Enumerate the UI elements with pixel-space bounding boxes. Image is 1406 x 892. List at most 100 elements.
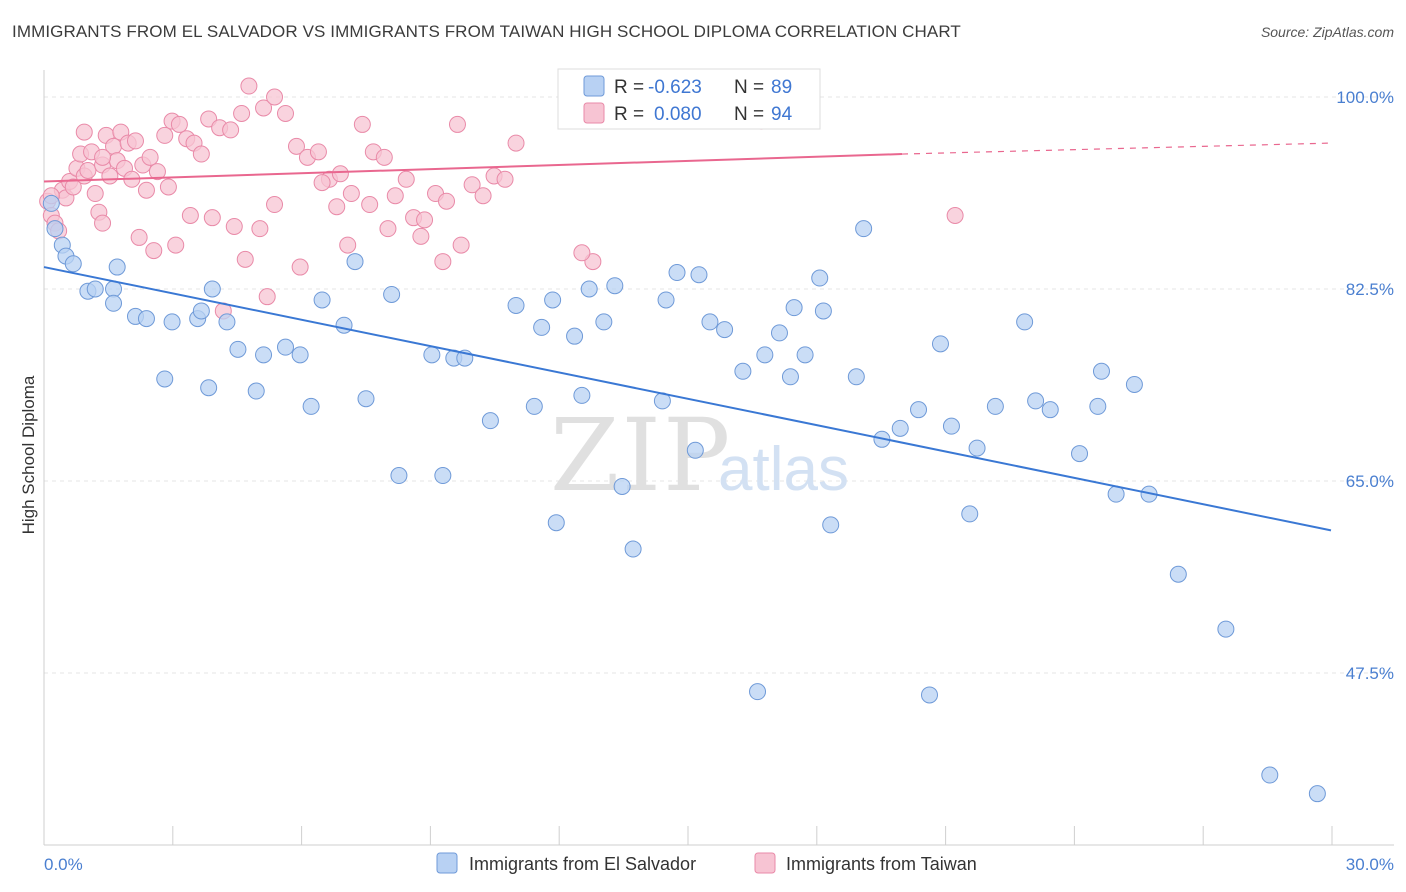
el-salvador-point-85 [1308, 785, 1326, 803]
x-tick-label-max: 30.0% [1346, 855, 1394, 874]
el-salvador-point-37 [690, 266, 708, 284]
taiwan-point-17 [101, 167, 119, 185]
bottom-legend-label-el-salvador: Immigrants from El Salvador [469, 854, 696, 874]
el-salvador-point-72 [525, 397, 543, 415]
taiwan-point-36 [222, 121, 240, 139]
taiwan-point-54 [416, 211, 434, 229]
el-salvador-point-39 [716, 321, 734, 339]
el-salvador-point-17 [229, 340, 247, 358]
y-tick-label-3: 100.0% [1336, 88, 1394, 107]
el-salvador-point-80 [855, 220, 873, 238]
el-salvador-point-69 [390, 467, 408, 485]
taiwan-point-42 [287, 137, 305, 155]
el-salvador-point-47 [847, 368, 865, 386]
el-salvador-point-83 [961, 505, 979, 523]
el-salvador-point-60 [1092, 362, 1110, 380]
el-salvador-point-82 [1217, 620, 1235, 638]
taiwan-point-89 [573, 244, 591, 262]
x-tick-label-min: 0.0% [44, 855, 83, 874]
el-salvador-point-70 [434, 467, 452, 485]
el-salvador-point-40 [734, 362, 752, 380]
el-salvador-point-46 [814, 302, 832, 320]
taiwan-trend-line [43, 153, 903, 183]
legend-swatch-pink [583, 102, 605, 124]
el-salvador-point-25 [423, 346, 441, 364]
el-salvador-point-58 [1071, 445, 1089, 463]
el-salvador-point-19 [277, 338, 294, 356]
el-salvador-point-57 [1041, 401, 1059, 419]
legend-n-label-2: N = [734, 104, 764, 125]
taiwan-point-78 [412, 227, 430, 245]
el-salvador-point-31 [566, 327, 584, 345]
el-salvador-point-79 [781, 368, 799, 386]
taiwan-point-48 [353, 115, 371, 133]
taiwan-point-84 [159, 178, 177, 196]
taiwan-point-39 [255, 99, 273, 117]
taiwan-point-92 [946, 206, 964, 224]
el-salvador-point-45 [811, 269, 829, 287]
taiwan-point-56 [438, 192, 455, 210]
y-tick-label-0: 47.5% [1346, 664, 1394, 683]
taiwan-point-76 [361, 196, 379, 214]
taiwan-point-65 [145, 242, 163, 260]
taiwan-point-38 [240, 77, 258, 95]
taiwan-point-11 [79, 162, 97, 180]
taiwan-point-47 [342, 185, 360, 203]
el-salvador-point-0 [42, 194, 60, 212]
el-salvador-point-56 [1027, 392, 1045, 410]
el-salvador-point-74 [573, 386, 591, 404]
taiwan-point-72 [291, 258, 309, 276]
taiwan-trend-line-extension [901, 142, 1332, 155]
el-salvador-point-50 [910, 401, 928, 419]
taiwan-point-80 [452, 236, 470, 254]
el-salvador-point-86 [822, 516, 840, 534]
watermark-zip: ZIP [550, 397, 732, 514]
el-salvador-point-43 [785, 299, 803, 317]
el-salvador-point-81 [1169, 565, 1187, 583]
taiwan-point-13 [86, 185, 104, 203]
el-salvador-point-6 [86, 280, 104, 298]
el-salvador-point-53 [968, 439, 986, 457]
legend-r-label-1: R = [614, 77, 644, 98]
el-salvador-point-22 [335, 316, 353, 334]
el-salvador-point-49 [891, 419, 909, 437]
taiwan-point-41 [277, 104, 294, 122]
legend-n-value-1: 89 [771, 77, 792, 98]
el-salvador-point-35 [657, 291, 675, 309]
taiwan-point-66 [167, 236, 185, 254]
taiwan-point-68 [203, 209, 221, 227]
taiwan-point-73 [313, 174, 331, 192]
el-salvador-point-11 [137, 310, 155, 328]
series-legend: Immigrants from El Salvador Immigrants f… [436, 852, 977, 874]
el-salvador-point-71 [481, 412, 499, 430]
x-axis-ticks [43, 826, 1333, 845]
bottom-legend-label-taiwan: Immigrants from Taiwan [786, 854, 977, 874]
y-axis-tick-labels: 47.5% 65.0% 82.5% 100.0% [1336, 88, 1394, 683]
taiwan-point-44 [309, 143, 327, 161]
taiwan-point-70 [251, 220, 269, 238]
taiwan-point-62 [507, 134, 525, 152]
el-salvador-point-8 [108, 258, 126, 276]
el-salvador-point-42 [770, 324, 788, 342]
taiwan-point-67 [181, 206, 199, 224]
legend-n-value-2: 94 [771, 104, 793, 125]
el-salvador-point-14 [192, 302, 210, 320]
el-salvador-point-64 [156, 370, 174, 388]
taiwan-point-24 [126, 132, 144, 150]
watermark-atlas: atlas [718, 435, 849, 504]
series-el-salvador-points [42, 194, 1326, 803]
taiwan-point-52 [397, 170, 415, 188]
legend-r-label-2: R = [614, 104, 644, 125]
y-tick-label-2: 82.5% [1346, 280, 1394, 299]
el-salvador-trend-line [43, 266, 1332, 532]
taiwan-point-85 [236, 250, 254, 268]
taiwan-point-69 [225, 217, 243, 235]
taiwan-point-37 [233, 104, 251, 122]
el-salvador-point-29 [533, 318, 551, 336]
el-salvador-point-28 [507, 296, 525, 314]
el-salvador-point-59 [1089, 397, 1107, 415]
el-salvador-point-23 [346, 253, 364, 271]
taiwan-point-82 [94, 148, 112, 166]
bottom-legend-swatch-blue [436, 852, 458, 874]
